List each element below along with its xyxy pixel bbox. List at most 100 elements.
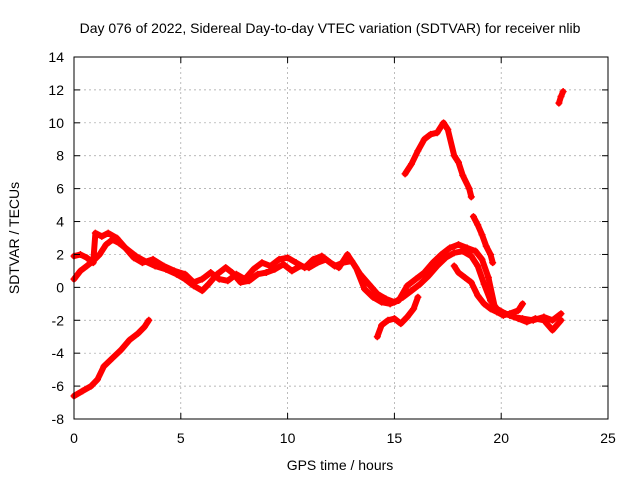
data-point — [397, 320, 405, 328]
data-point — [478, 255, 486, 263]
data-point — [205, 280, 213, 288]
y-tick-label: 12 — [48, 82, 64, 98]
data-point — [463, 244, 471, 252]
data-point — [429, 259, 437, 267]
data-point — [450, 262, 458, 270]
data-point — [83, 262, 91, 270]
data-point — [467, 193, 475, 201]
data-point — [425, 272, 433, 280]
data-point — [271, 265, 279, 273]
grid — [74, 57, 608, 419]
data-point — [93, 376, 101, 384]
data-point — [87, 382, 95, 390]
data-point — [489, 259, 497, 267]
y-tick-label: 8 — [56, 148, 64, 164]
data-point — [499, 311, 507, 319]
data-point — [433, 129, 441, 137]
data-point — [433, 262, 441, 270]
y-tick-label: -8 — [52, 411, 65, 427]
data-point — [318, 252, 326, 260]
x-tick-label: 5 — [177, 430, 185, 446]
data-point — [258, 259, 266, 267]
plot-area — [73, 56, 609, 420]
data-point — [454, 158, 462, 166]
series-trace-4 — [373, 293, 422, 341]
data-point — [519, 300, 527, 308]
data-point — [254, 270, 262, 278]
data-point — [559, 88, 567, 96]
data-point — [224, 277, 232, 285]
data-point — [386, 300, 394, 308]
axis-ticks — [73, 56, 609, 420]
data-point — [149, 255, 157, 263]
data-point — [365, 280, 373, 288]
data-point — [134, 329, 142, 337]
data-point — [446, 244, 454, 252]
chart-title: Day 076 of 2022, Sidereal Day-to-day VTE… — [80, 20, 581, 36]
data-point — [469, 213, 477, 221]
series-trace-5 — [401, 119, 475, 201]
data-point — [335, 264, 343, 272]
data-point — [474, 262, 482, 270]
data-point — [407, 160, 415, 168]
data-point — [89, 259, 97, 267]
data-point — [487, 250, 495, 258]
data-point — [514, 315, 522, 323]
series-trace-7 — [450, 262, 527, 319]
data-point — [198, 287, 206, 295]
data-point — [420, 135, 428, 143]
data-point — [343, 250, 351, 258]
data-point — [207, 269, 215, 277]
data-point — [79, 387, 87, 395]
y-tick-label: 0 — [56, 279, 64, 295]
data-point — [506, 310, 514, 318]
data-point — [76, 267, 84, 275]
data-point — [482, 242, 490, 250]
data-point — [384, 316, 392, 324]
x-axis-tick-labels: 0 5 10 15 20 25 — [70, 430, 616, 446]
data-point — [301, 264, 309, 272]
y-tick-label: -2 — [52, 312, 65, 328]
data-point — [102, 241, 110, 249]
data-point — [249, 265, 257, 273]
data-point — [414, 147, 422, 155]
data-point — [198, 275, 206, 283]
series-line — [402, 119, 475, 200]
data-traces — [70, 88, 567, 400]
y-tick-label: 4 — [56, 214, 64, 230]
data-point — [360, 285, 368, 293]
series-trace-6 — [469, 213, 497, 267]
data-point — [557, 92, 565, 100]
data-point — [467, 252, 475, 260]
series-line — [71, 230, 564, 334]
data-point — [100, 362, 108, 370]
y-tick-label: 14 — [48, 49, 64, 65]
data-point — [352, 264, 360, 272]
data-point — [170, 267, 178, 275]
data-point — [403, 313, 411, 321]
data-point — [557, 316, 565, 324]
data-point — [548, 316, 556, 324]
data-point — [540, 316, 548, 324]
data-point — [480, 280, 488, 288]
data-point — [412, 275, 420, 283]
data-point — [467, 278, 475, 286]
data-point — [454, 241, 462, 249]
data-point — [437, 250, 445, 258]
data-point — [401, 170, 409, 178]
data-point — [140, 323, 148, 331]
series-trace-2 — [70, 229, 565, 334]
data-point — [292, 259, 300, 267]
data-point — [113, 234, 121, 242]
x-tick-label: 0 — [70, 430, 78, 446]
data-point — [309, 255, 317, 263]
data-point — [493, 308, 501, 316]
data-point — [420, 269, 428, 277]
data-point — [465, 185, 473, 193]
data-point — [450, 249, 458, 257]
data-point — [222, 264, 230, 272]
data-point — [548, 326, 556, 334]
data-point — [523, 318, 531, 326]
series-trace-3 — [70, 316, 153, 400]
